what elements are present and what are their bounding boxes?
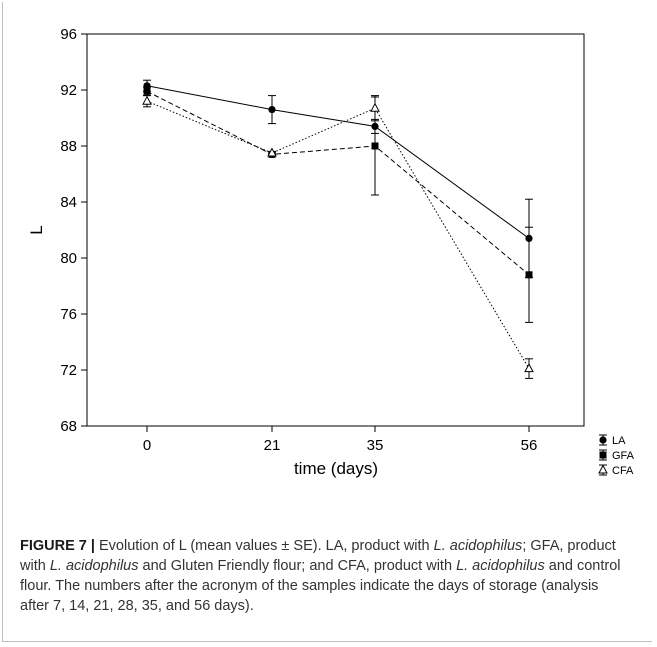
legend-label: CFA [612,465,634,477]
caption-text-part: Evolution of L (mean values ± SE). LA, p… [94,538,434,554]
figure-caption: FIGURE 7 | Evolution of L (mean values ±… [20,536,630,616]
y-tick-label: 84 [60,194,77,211]
x-tick-label: 35 [367,437,384,454]
data-point-gfa [525,271,533,279]
caption-text-part: and control flour. The numbers after the… [20,558,621,614]
caption-text-part: and Gluten Friendly flour; and CFA, prod… [138,558,457,574]
series-cfa [142,95,534,379]
data-point-cfa [267,147,277,157]
caption-label: FIGURE 7 | [20,538,95,554]
series-la [143,79,533,279]
legend-label: GFA [612,450,635,462]
caption-text: Evolution of L (mean values ± SE). LA, p… [20,538,621,614]
caption-species-name: L. acidophilus [49,558,139,574]
y-tick-label: 76 [60,306,77,323]
plot-area [86,33,585,427]
y-tick-label: 92 [60,82,77,99]
series-line-gfa [146,90,530,276]
y-tick-label: 68 [60,418,77,435]
legend-label: LA [612,435,626,447]
caption-text-part: ; GFA, product with [20,538,616,574]
x-tick-label: 56 [521,437,538,454]
y-tick-label: 88 [60,138,77,155]
figure-frame [2,2,652,642]
y-axis: 96 92 88 84 80 76 72 68 [60,26,87,435]
data-point-cfa [370,102,380,112]
series-line-la [146,85,530,239]
data-point-cfa [142,95,152,105]
data-point-la [268,106,276,114]
series-line-cfa [146,100,530,369]
caption-species-name: L. acidophilus [433,538,523,554]
data-point-cfa [524,363,534,373]
x-axis-label: time (days) [294,459,378,478]
x-tick-label: 21 [264,437,281,454]
caption-species-name: L. acidophilus [456,558,545,574]
legend: LA GFA CFA [598,434,635,477]
y-tick-label: 72 [60,362,77,379]
line-chart: 96 92 88 84 80 76 72 68 0 21 35 56 LA GFA CFA L time… [27,26,635,478]
legend-marker-gfa [599,451,607,459]
legend-marker-la [599,436,607,444]
legend-marker-cfa [598,464,608,474]
series-layer [142,79,534,379]
y-tick-label: 96 [60,26,77,43]
y-tick-label: 80 [60,250,77,267]
data-point-gfa [143,87,151,95]
x-tick-label: 0 [143,437,151,454]
series-gfa [143,86,533,323]
x-axis: 0 21 35 56 [143,426,538,454]
data-point-gfa [371,142,379,150]
y-axis-label: L [27,225,46,234]
